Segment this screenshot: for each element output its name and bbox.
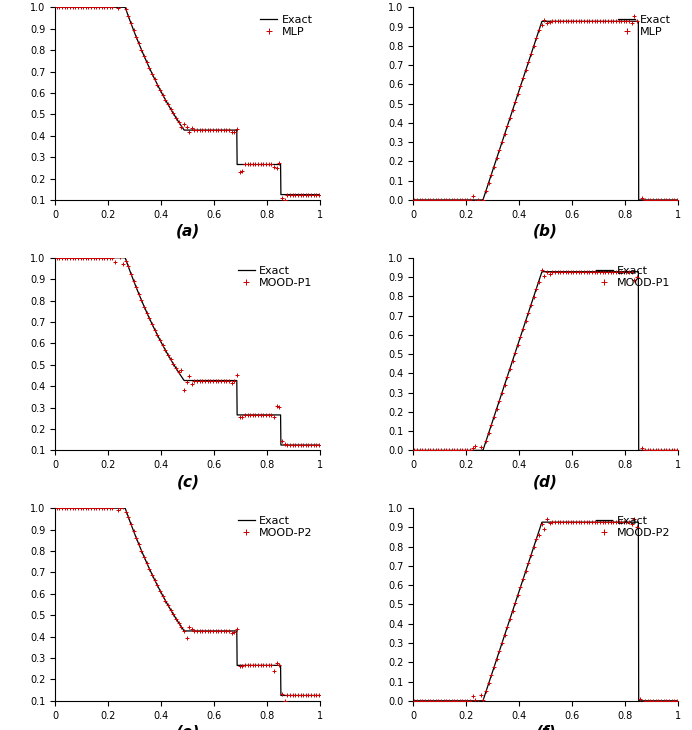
X-axis label: (a): (a) [176, 224, 200, 239]
Legend: Exact, MLP: Exact, MLP [616, 13, 673, 39]
X-axis label: (c): (c) [176, 474, 199, 489]
X-axis label: (b): (b) [534, 224, 558, 239]
Legend: Exact, MOOD-P1: Exact, MOOD-P1 [236, 264, 315, 290]
Legend: Exact, MOOD-P1: Exact, MOOD-P1 [594, 264, 673, 290]
X-axis label: (e): (e) [176, 725, 200, 730]
X-axis label: (f): (f) [536, 725, 556, 730]
Legend: Exact, MOOD-P2: Exact, MOOD-P2 [594, 514, 673, 540]
X-axis label: (d): (d) [534, 474, 558, 489]
Legend: Exact, MLP: Exact, MLP [258, 13, 315, 39]
Legend: Exact, MOOD-P2: Exact, MOOD-P2 [236, 514, 315, 540]
